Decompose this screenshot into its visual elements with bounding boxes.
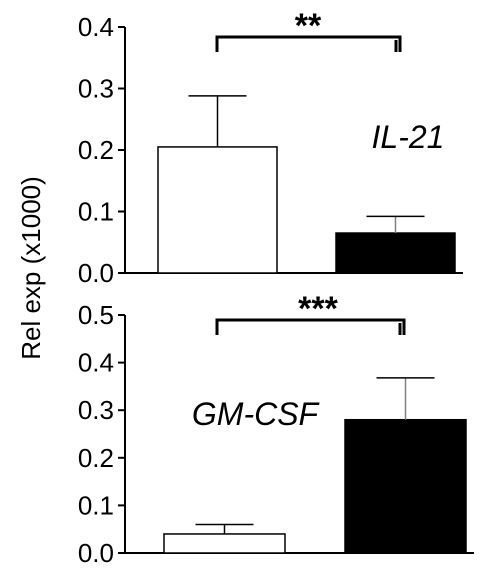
y-tick-label: 0.2 bbox=[78, 443, 114, 473]
significance-label: *** bbox=[298, 290, 338, 328]
y-tick-label: 0.1 bbox=[78, 197, 114, 227]
y-tick-label: 0.5 bbox=[78, 300, 114, 330]
bar bbox=[344, 418, 467, 554]
y-tick-label: 0.3 bbox=[78, 395, 114, 425]
bar bbox=[335, 232, 456, 274]
bar bbox=[163, 533, 286, 554]
significance-label: ** bbox=[295, 7, 322, 45]
y-tick-label: 0.3 bbox=[78, 74, 114, 104]
gene-label: IL-21 bbox=[372, 119, 445, 155]
gene-label: GM-CSF bbox=[192, 396, 321, 432]
y-tick-label: 0.1 bbox=[78, 490, 114, 520]
y-tick-label: 0.4 bbox=[78, 348, 114, 378]
y-tick-label: 0.0 bbox=[78, 258, 114, 288]
panel-il21: 0.0 0.1 0.2 0.3 0.4 ** IL-21 bbox=[78, 7, 463, 288]
significance-bracket bbox=[215, 318, 406, 335]
y-axis-label: Rel exp (x1000) bbox=[16, 176, 46, 360]
y-tick-label: 0.0 bbox=[78, 538, 114, 567]
significance-bracket bbox=[215, 35, 402, 52]
bar bbox=[157, 146, 278, 274]
panel-gmcsf: 0.0 0.1 0.2 0.3 0.4 0.5 *** GM-CSF bbox=[78, 290, 474, 568]
y-tick-label: 0.2 bbox=[78, 135, 114, 165]
y-tick-label: 0.4 bbox=[78, 12, 114, 42]
